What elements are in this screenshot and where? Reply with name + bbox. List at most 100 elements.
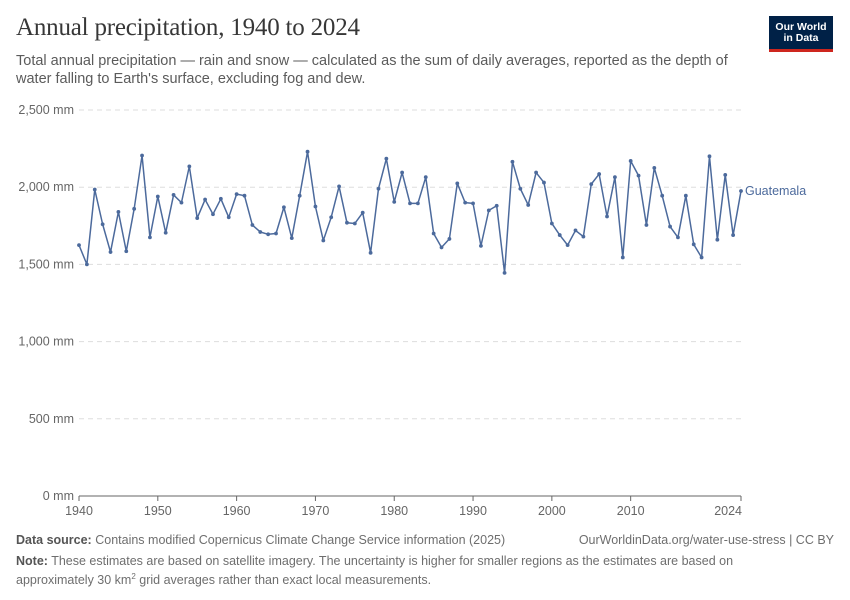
data-point[interactable] — [376, 186, 381, 191]
data-point[interactable] — [526, 203, 531, 207]
data-point[interactable] — [368, 250, 373, 255]
data-point[interactable] — [715, 237, 720, 242]
data-point[interactable] — [234, 192, 239, 197]
data-point[interactable] — [289, 236, 294, 241]
data-point[interactable] — [549, 221, 554, 226]
x-axis: 1940 1950 1960 1970 1980 1990 2000 2010 2024 — [65, 495, 742, 518]
data-point[interactable] — [360, 210, 365, 215]
data-point[interactable] — [723, 172, 728, 177]
data-point[interactable] — [510, 159, 515, 164]
data-point[interactable] — [313, 204, 318, 209]
data-point[interactable] — [439, 245, 444, 250]
data-point[interactable] — [384, 156, 389, 161]
data-point[interactable] — [321, 238, 326, 243]
data-point[interactable] — [518, 186, 523, 191]
data-point[interactable] — [581, 234, 586, 239]
data-point[interactable] — [400, 170, 405, 175]
data-point[interactable] — [226, 215, 231, 220]
data-point[interactable] — [565, 243, 570, 248]
data-point[interactable] — [179, 200, 184, 205]
data-point[interactable] — [195, 216, 200, 220]
data-point[interactable] — [683, 193, 688, 198]
data-point[interactable] — [676, 235, 680, 240]
source-url[interactable]: OurWorldinData.org/water-use-stress | CC… — [578, 533, 834, 547]
data-point[interactable] — [92, 187, 97, 192]
y-tick-label: 500 mm — [29, 412, 74, 426]
data-point[interactable] — [408, 201, 412, 206]
y-tick-label: 2,000 mm — [18, 180, 74, 194]
note-text-end: grid averages rather than exact local me… — [135, 573, 432, 588]
data-point[interactable] — [605, 214, 609, 219]
data-point[interactable] — [305, 149, 310, 154]
x-tick-label: 1990 — [459, 504, 487, 518]
data-point[interactable] — [431, 231, 436, 236]
data-point[interactable] — [597, 172, 602, 176]
data-point[interactable] — [203, 197, 207, 202]
data-point[interactable] — [116, 210, 121, 214]
data-point[interactable] — [573, 228, 578, 233]
data-point[interactable] — [479, 243, 483, 248]
data-point[interactable] — [297, 193, 302, 198]
data-point[interactable] — [613, 175, 617, 180]
data-point[interactable] — [455, 181, 460, 186]
data-point[interactable] — [100, 222, 105, 227]
series-line[interactable] — [78, 150, 742, 274]
data-point[interactable] — [258, 230, 263, 234]
data-source-text[interactable]: Contains modified Copernicus Climate Cha… — [95, 533, 506, 547]
data-point[interactable] — [691, 242, 696, 247]
data-point[interactable] — [739, 189, 743, 193]
data-point[interactable] — [668, 224, 672, 229]
data-point[interactable] — [628, 159, 633, 163]
logo-line-2: in Data — [783, 31, 819, 44]
data-point[interactable] — [211, 212, 215, 217]
data-point[interactable] — [557, 233, 562, 237]
data-point[interactable] — [187, 164, 192, 169]
data-point[interactable] — [108, 250, 113, 254]
chart-note: Note: These estimates are based on satel… — [16, 554, 756, 588]
data-point[interactable] — [415, 201, 420, 206]
data-point[interactable] — [329, 215, 334, 220]
data-point[interactable] — [266, 232, 271, 237]
data-point[interactable] — [589, 182, 594, 187]
data-point[interactable] — [140, 153, 144, 158]
data-point[interactable] — [345, 220, 349, 225]
logo-line-1: Our World — [775, 20, 827, 33]
data-point[interactable] — [620, 255, 625, 260]
data-point[interactable] — [242, 193, 247, 198]
data-point[interactable] — [163, 230, 168, 235]
data-point[interactable] — [274, 231, 278, 236]
data-point[interactable] — [534, 170, 538, 175]
data-point[interactable] — [463, 200, 468, 205]
data-point[interactable] — [392, 199, 397, 204]
data-point[interactable] — [282, 205, 286, 210]
data-point[interactable] — [352, 221, 357, 226]
data-point[interactable] — [471, 201, 475, 206]
data-source: Data source: Contains modified Copernicu… — [16, 533, 834, 548]
data-point[interactable] — [447, 237, 452, 241]
y-axis-labels: 0 mm 500 mm 1,000 mm 1,500 mm 2,000 mm 2,500 … — [18, 103, 74, 503]
data-point[interactable] — [77, 243, 81, 248]
data-point[interactable] — [148, 235, 152, 240]
data-point[interactable] — [652, 166, 657, 170]
data-point[interactable] — [155, 194, 160, 199]
data-point[interactable] — [644, 223, 649, 227]
data-point[interactable] — [171, 193, 176, 197]
owid-logo[interactable]: Our World in Data — [769, 16, 833, 52]
data-point[interactable] — [486, 208, 491, 213]
data-point[interactable] — [132, 206, 137, 211]
data-point[interactable] — [699, 255, 704, 260]
data-point[interactable] — [124, 249, 129, 254]
data-point[interactable] — [218, 196, 223, 201]
data-point[interactable] — [337, 184, 341, 189]
data-point[interactable] — [84, 262, 89, 267]
data-point[interactable] — [250, 223, 255, 227]
data-point[interactable] — [502, 270, 507, 275]
series-guatemala[interactable]: Guatemala — [77, 149, 806, 275]
data-point[interactable] — [423, 175, 428, 180]
data-point[interactable] — [731, 233, 736, 237]
data-point[interactable] — [660, 193, 665, 198]
data-point[interactable] — [636, 173, 641, 178]
data-point[interactable] — [542, 180, 546, 185]
data-point[interactable] — [494, 203, 499, 208]
data-point[interactable] — [707, 154, 712, 159]
